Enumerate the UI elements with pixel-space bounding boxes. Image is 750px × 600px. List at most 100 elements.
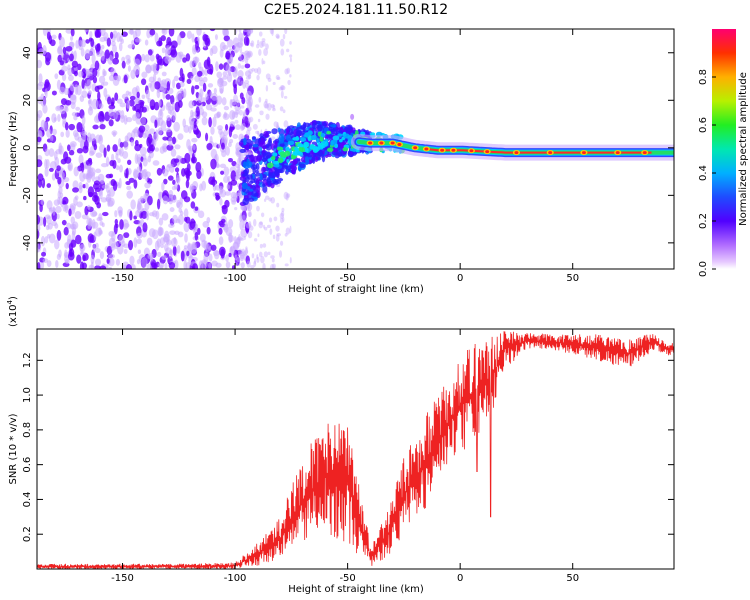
noise-speckle	[169, 109, 174, 116]
noise-speckle	[233, 43, 240, 53]
snr-x-tick-label: -50	[339, 573, 355, 584]
noise-speckle	[213, 87, 217, 94]
noise-speckle	[130, 199, 136, 210]
noise-speckle	[257, 233, 260, 238]
noise-speckle	[222, 71, 228, 77]
noise-speckle	[37, 59, 43, 69]
signal-blob	[271, 155, 276, 161]
noise-speckle	[238, 214, 243, 222]
noise-speckle	[244, 79, 250, 85]
noise-speckle	[258, 96, 262, 103]
noise-speckle	[111, 40, 116, 47]
signal-blob	[339, 138, 343, 143]
noise-speckle	[261, 38, 266, 42]
noise-speckle	[179, 67, 184, 78]
noise-speckle	[148, 212, 155, 217]
noise-speckle	[44, 148, 50, 157]
noise-speckle	[103, 87, 108, 98]
noise-speckle	[65, 45, 73, 52]
noise-speckle	[109, 159, 115, 167]
noise-speckle	[175, 218, 181, 224]
noise-speckle	[55, 205, 62, 214]
noise-speckle	[145, 210, 150, 221]
noise-speckle	[220, 218, 226, 224]
noise-speckle	[242, 223, 246, 229]
noise-speckle	[170, 49, 178, 58]
noise-speckle	[202, 82, 207, 92]
noise-speckle	[120, 109, 125, 120]
noise-speckle	[134, 38, 142, 43]
noise-speckle	[127, 159, 132, 166]
signal-cloud	[304, 156, 309, 163]
noise-speckle	[70, 216, 76, 224]
noise-speckle	[64, 87, 70, 96]
noise-speckle	[106, 258, 110, 264]
signal-cloud	[248, 197, 255, 202]
spectrogram-x-tick-label: 0	[457, 273, 463, 284]
noise-speckle	[285, 193, 289, 201]
noise-speckle	[81, 162, 85, 173]
noise-speckle	[265, 195, 270, 200]
noise-speckle	[66, 222, 72, 229]
noise-speckle	[246, 37, 250, 46]
noise-speckle	[46, 260, 52, 268]
noise-speckle	[69, 83, 75, 92]
noise-speckle	[172, 245, 177, 256]
noise-speckle	[289, 257, 292, 264]
noise-speckle	[205, 103, 213, 111]
noise-speckle	[46, 31, 51, 41]
noise-speckle	[262, 262, 266, 269]
noise-speckle	[253, 218, 257, 227]
spectrogram-marks	[37, 29, 674, 269]
noise-speckle	[46, 183, 52, 188]
noise-speckle	[37, 262, 41, 269]
noise-speckle	[239, 45, 243, 54]
noise-speckle	[190, 201, 196, 209]
noise-speckle	[265, 73, 271, 80]
noise-speckle	[244, 70, 252, 77]
noise-speckle	[222, 45, 229, 50]
noise-speckle	[148, 151, 154, 159]
noise-speckle	[98, 110, 104, 122]
noise-speckle	[98, 75, 106, 84]
noise-speckle	[190, 75, 194, 81]
noise-speckle	[241, 116, 249, 127]
noise-speckle	[60, 158, 67, 165]
noise-speckle	[280, 85, 286, 91]
noise-speckle	[275, 225, 280, 232]
noise-speckle	[275, 75, 280, 80]
noise-speckle	[64, 122, 69, 131]
noise-speckle	[262, 60, 266, 65]
noise-speckle	[62, 176, 70, 183]
noise-speckle	[263, 224, 266, 229]
noise-speckle	[87, 204, 91, 211]
noise-speckle	[242, 153, 248, 157]
noise-speckle	[46, 200, 53, 210]
noise-speckle	[134, 111, 141, 120]
noise-speckle	[177, 133, 184, 140]
noise-speckle	[61, 200, 67, 205]
noise-speckle	[270, 103, 275, 108]
noise-speckle	[233, 49, 238, 54]
signal-blob	[272, 152, 278, 157]
noise-speckle	[133, 170, 140, 179]
noise-speckle	[203, 59, 211, 70]
noise-speckle	[241, 248, 246, 257]
noise-speckle	[110, 243, 116, 251]
noise-speckle	[204, 37, 211, 47]
noise-speckle	[219, 163, 227, 169]
noise-speckle	[218, 236, 224, 246]
signal-cloud	[309, 121, 314, 126]
signal-cloud	[268, 172, 275, 179]
noise-speckle	[191, 85, 195, 95]
noise-speckle	[168, 249, 173, 260]
noise-speckle	[241, 214, 246, 222]
noise-speckle	[70, 35, 74, 41]
noise-speckle	[114, 51, 119, 60]
noise-speckle	[228, 252, 232, 258]
signal-cloud	[277, 127, 281, 133]
noise-speckle	[128, 240, 134, 251]
noise-speckle	[238, 32, 244, 42]
noise-speckle	[154, 32, 159, 44]
noise-speckle	[240, 54, 244, 61]
